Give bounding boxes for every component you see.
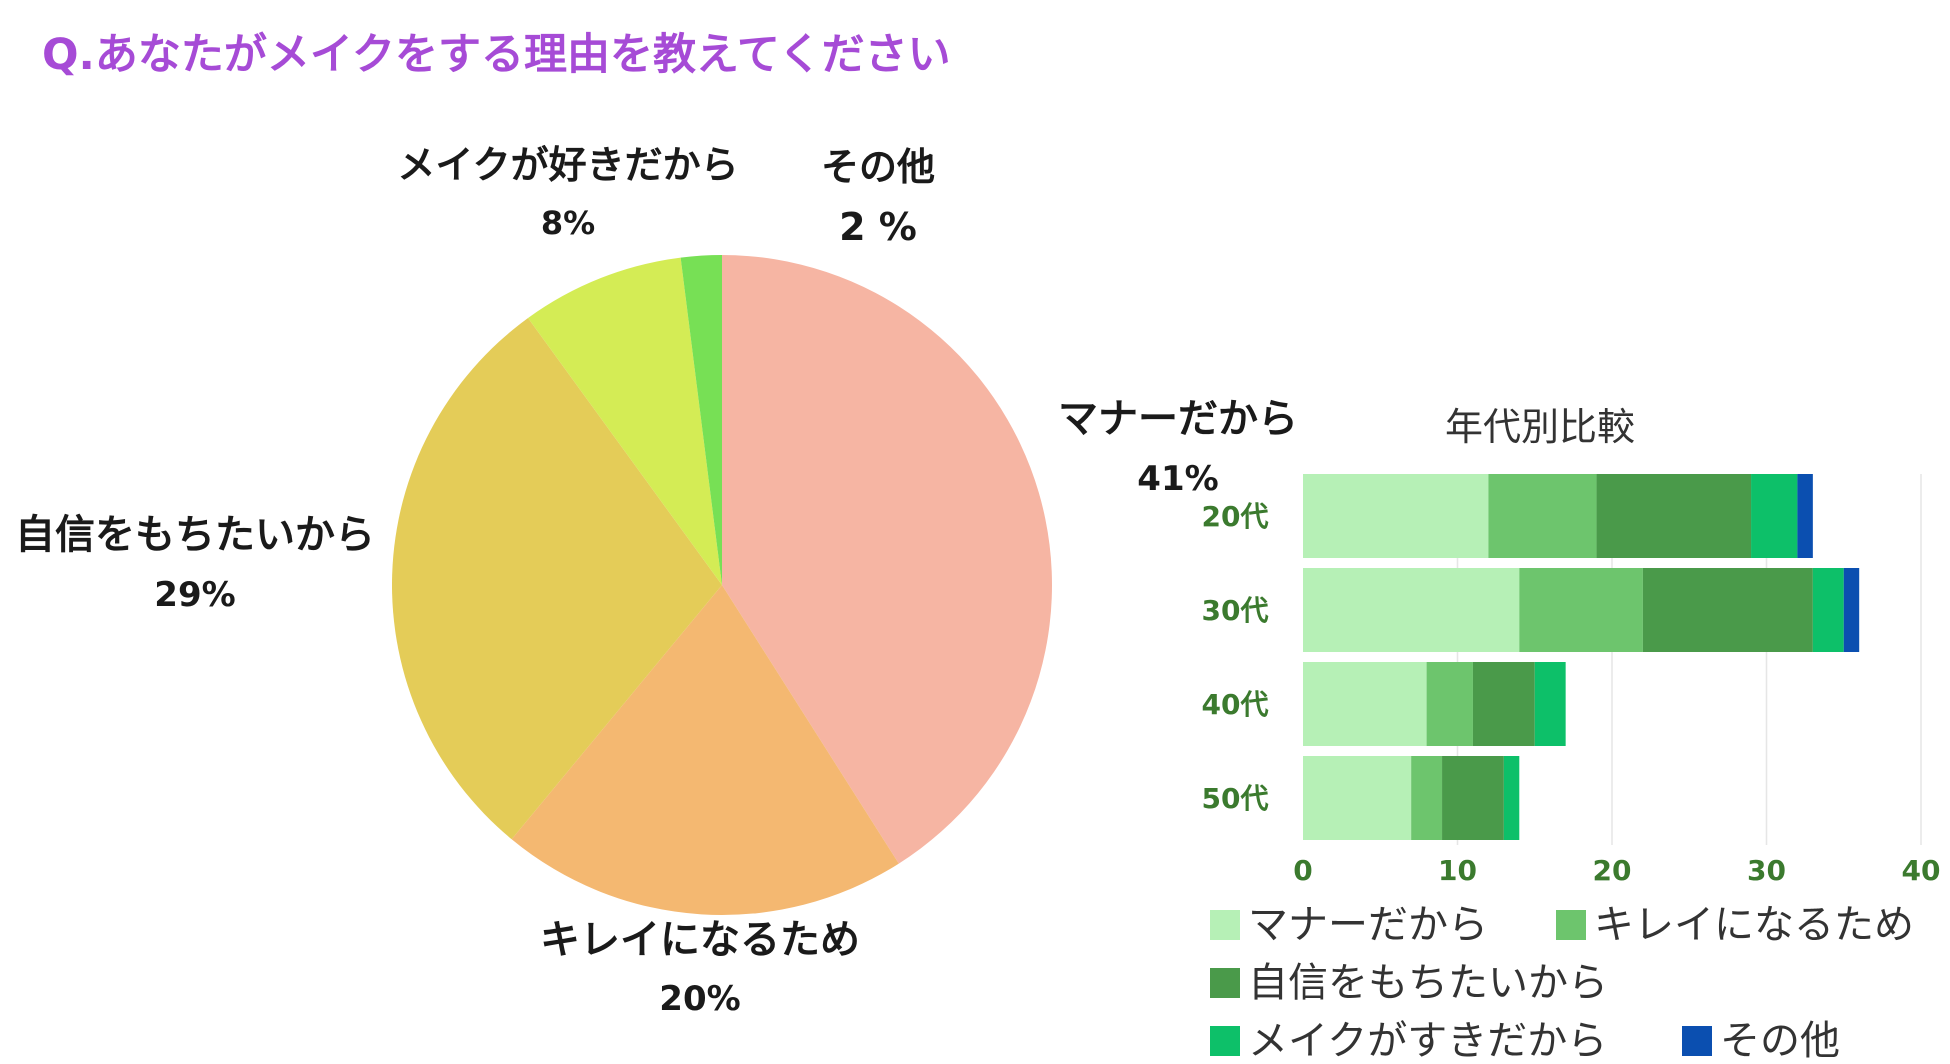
legend-label-3: メイクがすきだから	[1248, 1018, 1607, 1064]
category-label-1: 30代	[1202, 594, 1269, 627]
pie-slice-2	[391, 318, 722, 840]
pie-value-2: 29%	[154, 575, 235, 615]
x-tick-4: 40	[1902, 854, 1941, 887]
pie-labels: マナーだから 41% キレイになるため 20% 自信をもちたいから 29% メイクが好きだか…	[15, 143, 1298, 1019]
bar-segment-1-2	[1642, 568, 1813, 652]
category-label-3: 50代	[1202, 782, 1269, 815]
bar-segment-1-1	[1519, 568, 1643, 652]
pie-label-4: その他	[821, 145, 935, 189]
bar-segment-2-2	[1472, 662, 1535, 746]
legend-swatch-4	[1682, 1026, 1712, 1056]
bar-segment-2-3	[1534, 662, 1566, 746]
legend-swatch-0	[1210, 910, 1240, 940]
bar-segments	[1303, 474, 1860, 840]
bar-segment-3-2	[1442, 756, 1504, 840]
bar-segment-0-4	[1797, 474, 1813, 558]
category-label-0: 20代	[1202, 500, 1269, 533]
bar-segment-2-0	[1303, 662, 1427, 746]
pie-value-1: 20%	[659, 979, 740, 1019]
x-tick-2: 20	[1593, 854, 1632, 887]
pie-value-0: 41%	[1137, 459, 1218, 499]
bar-segment-2-1	[1426, 662, 1473, 746]
pie-label-3: メイクが好きだから	[397, 143, 738, 187]
pie-value-3: 8%	[541, 204, 595, 242]
pie-slice-1	[511, 585, 899, 916]
bar-segment-0-0	[1303, 474, 1489, 558]
bar-segment-3-1	[1411, 756, 1443, 840]
x-tick-labels: 0 10 20 30 40	[1293, 854, 1940, 887]
pie-value-4: 2 %	[839, 205, 917, 249]
legend-label-1: キレイになるため	[1594, 902, 1914, 948]
category-labels: 20代 30代 40代 50代	[1202, 500, 1269, 815]
x-tick-0: 0	[1293, 854, 1312, 887]
bar-segment-3-0	[1303, 756, 1412, 840]
bar-segment-1-0	[1303, 568, 1520, 652]
pie-label-2: 自信をもちたいから	[15, 512, 375, 558]
bar-segment-1-3	[1812, 568, 1844, 652]
bar-segment-3-3	[1503, 756, 1520, 840]
x-tick-3: 30	[1747, 854, 1786, 887]
bar-chart-title: 年代別比較	[1445, 405, 1635, 449]
pie-label-0: マナーだから	[1058, 396, 1298, 442]
bar-segment-1-4	[1843, 568, 1860, 652]
stacked-bar-chart: 年代別比較 20代 30代 40代 50代 0 10 20 30 40	[1202, 405, 1941, 887]
page-title: Q.あなたがメイクをする理由を教えてください	[42, 30, 951, 80]
legend-label-2: 自信をもちたいから	[1248, 960, 1608, 1006]
pie-chart	[391, 255, 1052, 916]
legend-label-0: マナーだから	[1248, 902, 1488, 948]
pie-label-1: キレイになるため	[540, 917, 860, 963]
pie-slice-4	[680, 255, 722, 585]
legend-swatch-3	[1210, 1026, 1240, 1056]
legend-swatch-2	[1210, 968, 1240, 998]
legend-label-4: その他	[1720, 1018, 1840, 1064]
pie-slice-3	[528, 257, 722, 585]
legend-swatch-1	[1556, 910, 1586, 940]
x-tick-1: 10	[1438, 854, 1477, 887]
bar-segment-0-3	[1751, 474, 1798, 558]
bar-segment-0-2	[1596, 474, 1752, 558]
category-label-2: 40代	[1202, 688, 1269, 721]
pie-slice-0	[722, 255, 1052, 864]
bar-segment-0-1	[1488, 474, 1597, 558]
